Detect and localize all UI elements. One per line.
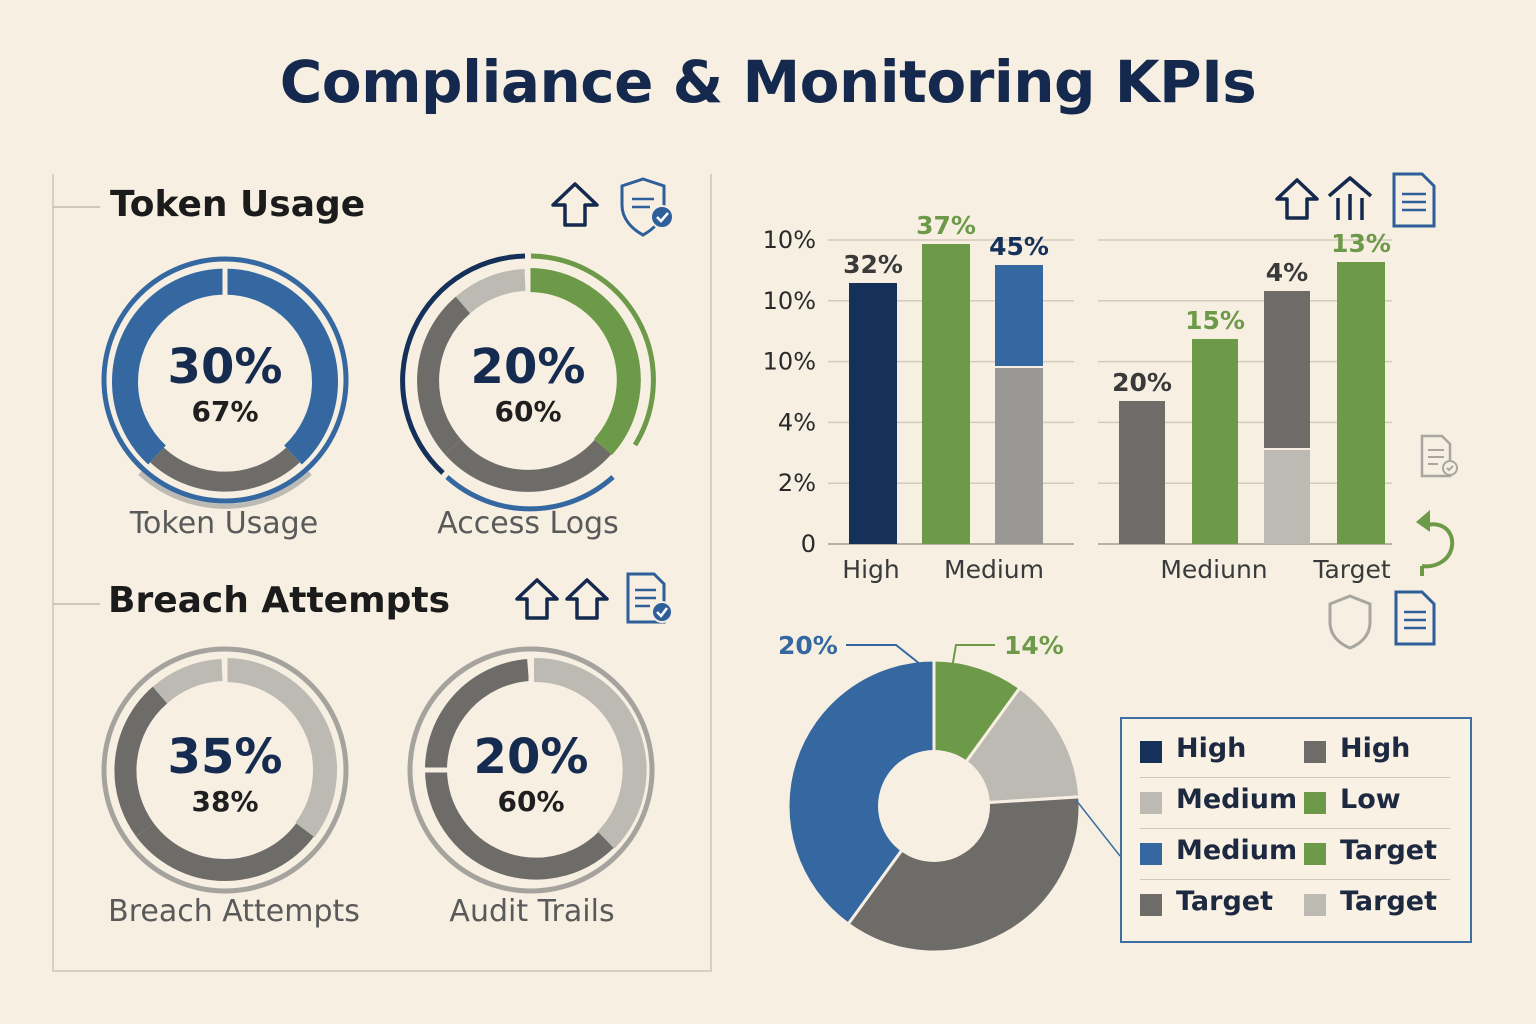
upload-arrow-icon — [515, 578, 559, 620]
shield-icon — [1328, 594, 1372, 650]
y-tick-label: 2% — [778, 469, 816, 497]
legend-label: Medium — [1176, 835, 1298, 866]
x-tick-label: Mediunn — [1160, 555, 1267, 584]
section-title-token-usage: Token Usage — [110, 184, 366, 225]
pie-value-label: 20% — [778, 631, 838, 660]
donut-secondary-value: 60% — [497, 785, 565, 818]
callout-line — [846, 644, 921, 665]
bar-segment — [1264, 450, 1310, 544]
donut-hole — [878, 750, 990, 862]
donut-primary-value: 35% — [167, 729, 283, 785]
pie-legend: High High Medium Low Medium Target Target Targe… — [1120, 717, 1472, 943]
donut-ring — [407, 646, 655, 894]
donut-ring — [101, 256, 349, 509]
bar-segment — [1264, 291, 1310, 448]
kpi-panel — [52, 174, 712, 972]
donut-label-breach-attempts: Breach Attempts — [108, 894, 360, 929]
bar — [1192, 339, 1238, 544]
building-icon — [1327, 176, 1373, 220]
donut-primary-value: 20% — [473, 729, 589, 785]
donut-breach-attempts: 35% 38% — [100, 645, 350, 895]
legend-swatch — [1304, 741, 1326, 763]
refresh-arrow-icon — [1416, 510, 1455, 576]
donut-primary-value: 20% — [470, 339, 586, 395]
bar-segment — [995, 265, 1043, 366]
legend-swatch — [1304, 792, 1326, 814]
upload-arrow-icon — [565, 578, 609, 620]
y-tick-label: 10% — [763, 287, 816, 315]
bar-chart-bars — [849, 244, 1385, 544]
donut-label-access-logs: Access Logs — [437, 506, 619, 541]
document-icon — [1394, 590, 1436, 646]
bar-value-label: 37% — [916, 211, 976, 240]
pie-slice — [846, 795, 1082, 954]
pie-chart-callouts: 20% 14% — [778, 631, 1121, 857]
pie-chart-slices — [786, 658, 1082, 954]
y-tick-label: 10% — [763, 226, 816, 254]
x-tick-label: Medium — [944, 555, 1044, 584]
y-tick-label: 4% — [778, 408, 816, 436]
document-icon — [1392, 172, 1436, 228]
bar-value-label: 13% — [1331, 229, 1391, 258]
x-tick-label: Target — [1312, 555, 1391, 584]
y-tick-label: 10% — [763, 348, 816, 376]
legend-label: Medium — [1176, 784, 1298, 815]
legend-swatch — [1140, 741, 1162, 763]
donut-token-usage: 30% 67% — [100, 255, 350, 509]
legend-swatch — [1304, 894, 1326, 916]
legend-label: Target — [1340, 835, 1438, 866]
donut-secondary-value: 38% — [191, 785, 259, 818]
donut-ring — [400, 253, 656, 512]
callout-line — [951, 644, 995, 669]
document-check-icon — [626, 572, 673, 624]
y-tick-label: 0 — [801, 530, 816, 558]
pie-value-label: 14% — [1004, 631, 1064, 660]
legend-swatch — [1140, 843, 1162, 865]
donut-audit-trails: 20% 60% — [406, 645, 656, 895]
pie-slice — [786, 658, 936, 927]
bar-value-label: 20% — [1112, 368, 1172, 397]
legend-swatch — [1140, 894, 1162, 916]
legend-connector — [1075, 799, 1121, 857]
donut-access-logs: 20% 60% — [400, 253, 656, 512]
legend-divider — [1140, 828, 1450, 829]
section-divider — [52, 206, 100, 208]
legend-swatch — [1140, 792, 1162, 814]
document-check-icon — [1420, 434, 1458, 478]
donut-label-audit-trails: Audit Trails — [449, 894, 615, 929]
donut-secondary-value: 60% — [494, 395, 562, 428]
bar — [1119, 401, 1165, 544]
x-tick-label: High — [842, 555, 899, 584]
legend-label: High — [1176, 733, 1247, 764]
section-title-breach-attempts: Breach Attempts — [108, 580, 451, 621]
legend-divider — [1140, 879, 1450, 880]
bar-value-label: 15% — [1185, 306, 1245, 335]
legend-label: High — [1340, 733, 1411, 764]
upload-arrow-icon — [551, 182, 599, 227]
bar — [922, 244, 970, 544]
donut-secondary-value: 67% — [191, 395, 259, 428]
upload-arrow-icon — [1275, 178, 1319, 220]
donut-ring — [101, 646, 349, 894]
legend-divider — [1140, 777, 1450, 778]
bar — [1337, 262, 1385, 544]
legend-swatch — [1304, 843, 1326, 865]
bar-value-label: 32% — [843, 250, 903, 279]
bar-value-label: 4% — [1266, 258, 1308, 287]
shield-check-icon — [620, 177, 674, 237]
bar-value-label: 45% — [989, 232, 1049, 261]
page-title: Compliance & Monitoring KPIs — [279, 48, 1257, 116]
legend-label: Low — [1340, 784, 1401, 815]
section-divider — [52, 603, 100, 605]
bar-segment — [995, 368, 1043, 544]
legend-label: Target — [1340, 886, 1438, 917]
donut-primary-value: 30% — [167, 339, 283, 395]
bar — [849, 283, 897, 544]
bar-chart-labels: 10% 10% 10% 4% 2% 0 32% 37% 45% 20% 15% 4% 13% High Me… — [763, 211, 1391, 584]
legend-label: Target — [1176, 886, 1274, 917]
donut-label-token-usage: Token Usage — [129, 506, 319, 541]
